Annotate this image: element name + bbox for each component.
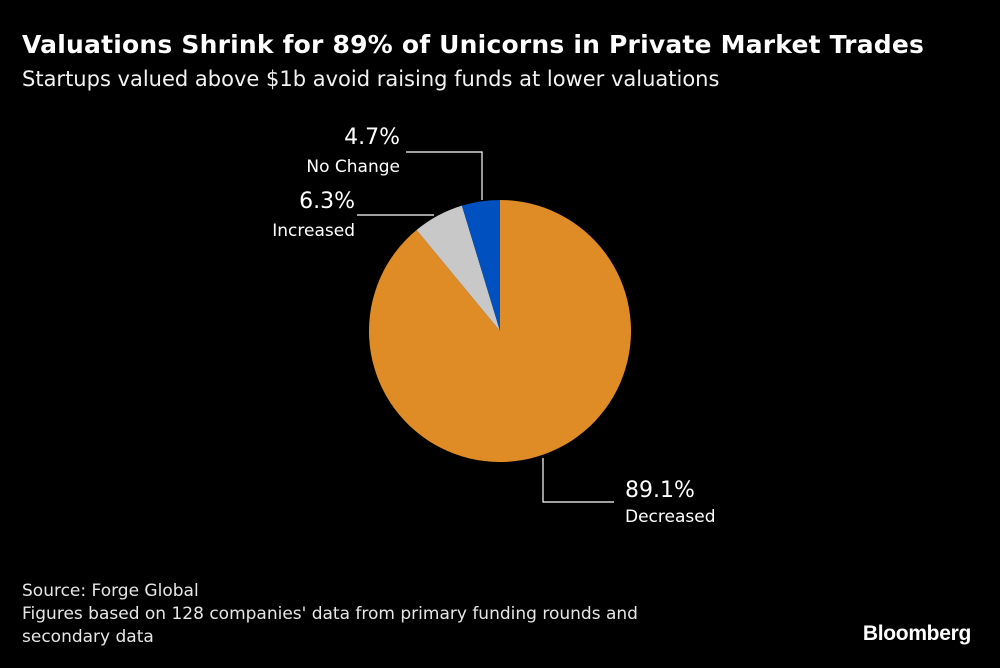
pie-slices xyxy=(369,200,631,463)
slice-name-label-increased: Increased xyxy=(272,221,355,241)
chart-title: Valuations Shrink for 89% of Unicorns in… xyxy=(22,30,925,59)
slice-value-label-no-change: 4.7% xyxy=(344,125,400,150)
chart-subtitle: Startups valued above $1b avoid raising … xyxy=(22,67,720,91)
bloomberg-logo: Bloomberg xyxy=(862,622,971,645)
slice-labels: 89.1% Decreased 6.3% Increased 4.7% No Change xyxy=(272,125,715,527)
slice-value-label-decreased: 89.1% xyxy=(625,478,695,503)
slice-name-label-decreased: Decreased xyxy=(625,507,716,527)
leader-line-no-change xyxy=(406,151,483,200)
methodology-note-line-1: Figures based on 128 companies' data fro… xyxy=(22,604,638,624)
methodology-note-line-2: secondary data xyxy=(22,627,154,647)
pie-slice-increased xyxy=(416,205,500,331)
leader-line-decreased xyxy=(542,458,614,503)
footnote: Source: Forge Global Figures based on 12… xyxy=(22,580,638,649)
slice-name-label-no-change: No Change xyxy=(306,157,400,177)
pie-slice-no-change xyxy=(461,200,500,331)
source-note: Source: Forge Global xyxy=(22,581,199,601)
leader-lines xyxy=(357,151,614,503)
slice-value-label-increased: 6.3% xyxy=(299,189,355,214)
